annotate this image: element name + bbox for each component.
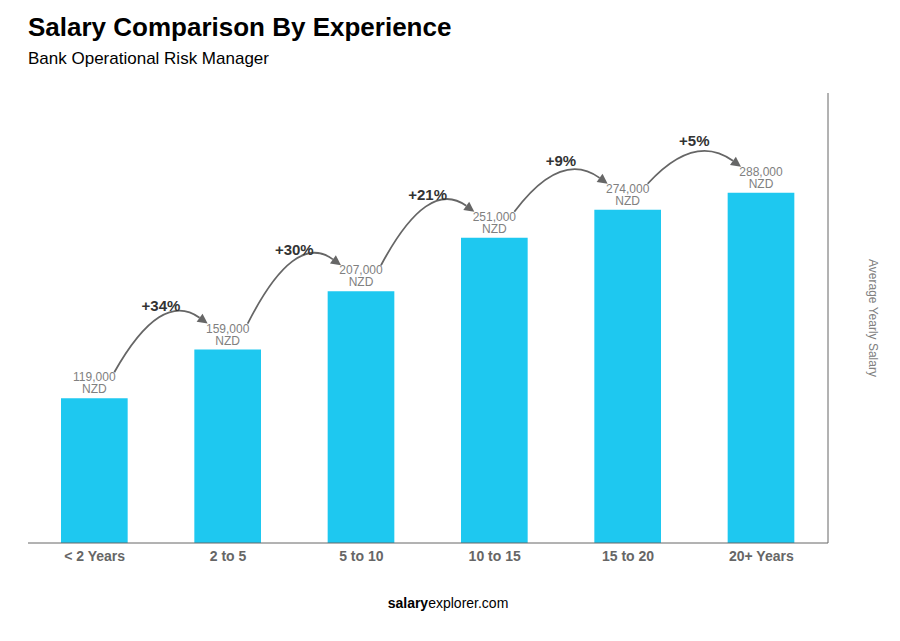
svg-text:10 to 15: 10 to 15: [469, 548, 521, 564]
svg-text:+34%: +34%: [142, 297, 181, 314]
svg-text:274,000NZD: 274,000NZD: [606, 182, 650, 208]
svg-text:Average Yearly Salary: Average Yearly Salary: [866, 259, 880, 377]
svg-text:+5%: +5%: [679, 132, 709, 149]
html-text:Bank Operational Risk Manager: Bank Operational Risk Manager: [28, 49, 269, 68]
svg-text:2 to 5: 2 to 5: [210, 548, 247, 564]
svg-text:+9%: +9%: [546, 152, 576, 169]
html-text:salary explorer.com: salary explorer.com: [387, 595, 509, 611]
svg-text:119,000NZD: 119,000NZD: [73, 370, 116, 396]
svg-text:159,000NZD: 159,000NZD: [206, 322, 250, 348]
svg-text:+21%: +21%: [408, 186, 447, 203]
svg-text:207,000NZD: 207,000NZD: [339, 263, 383, 289]
svg-text:15 to 20: 15 to 20: [602, 548, 654, 564]
svg-text:5 to 10: 5 to 10: [339, 548, 384, 564]
svg-text:20+ Years: 20+ Years: [729, 548, 794, 564]
svg-text:< 2 Years: < 2 Years: [64, 548, 125, 564]
svg-text:251,000NZD: 251,000NZD: [473, 210, 517, 236]
svg-text:288,000NZD: 288,000NZD: [739, 165, 783, 191]
html-text:Salary Comparison By Experienc: Salary Comparison By Experience: [28, 12, 452, 42]
svg-text:+30%: +30%: [275, 241, 314, 258]
